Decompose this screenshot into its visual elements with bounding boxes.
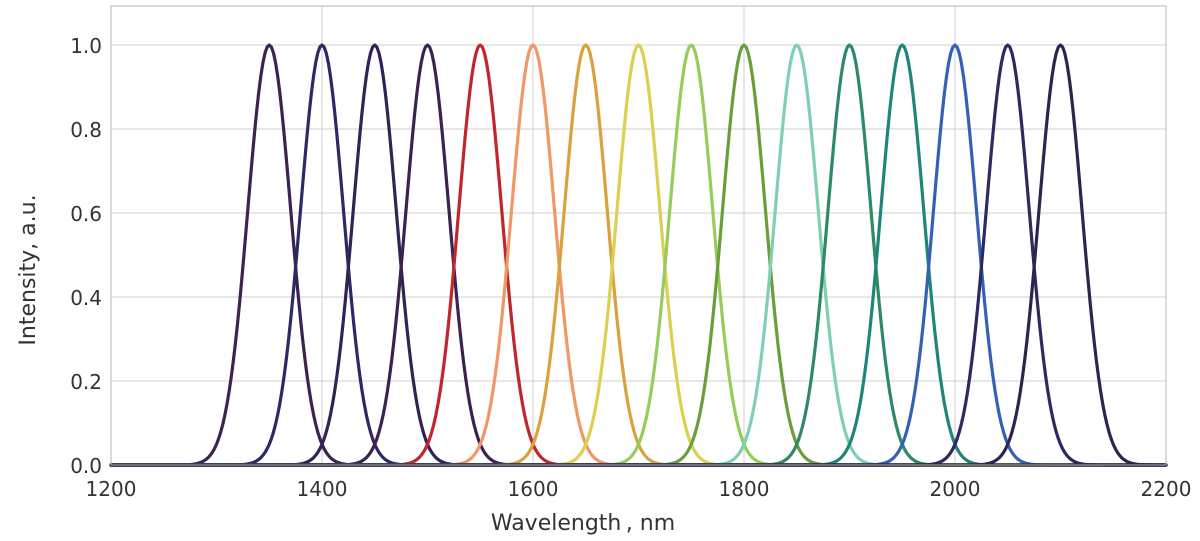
x-tick-label: 2200	[1141, 477, 1192, 501]
y-tick-label: 0.6	[70, 202, 102, 226]
y-tick-label: 0.2	[70, 370, 102, 394]
y-axis-title: Intensity, a.u.	[16, 194, 41, 345]
y-tick-label: 0.4	[70, 286, 102, 310]
x-tick-label: 2000	[930, 477, 981, 501]
tick-labels: 1200 1400 1600 1800 2000 2200 0.0 0.2 0.4 0.6 0.8 1…	[70, 34, 1191, 501]
y-tick-label: 0.8	[70, 118, 102, 142]
x-tick-label: 1800	[719, 477, 770, 501]
x-tick-label: 1600	[508, 477, 559, 501]
x-axis-title: Wavelength , nm	[491, 511, 675, 536]
x-tick-label: 1200	[86, 477, 137, 501]
y-tick-label: 0.0	[70, 454, 102, 478]
plot-frame	[110, 5, 1167, 466]
x-tick-label: 1400	[297, 477, 348, 501]
y-tick-label: 1.0	[70, 34, 102, 58]
plot-background	[111, 6, 1166, 465]
